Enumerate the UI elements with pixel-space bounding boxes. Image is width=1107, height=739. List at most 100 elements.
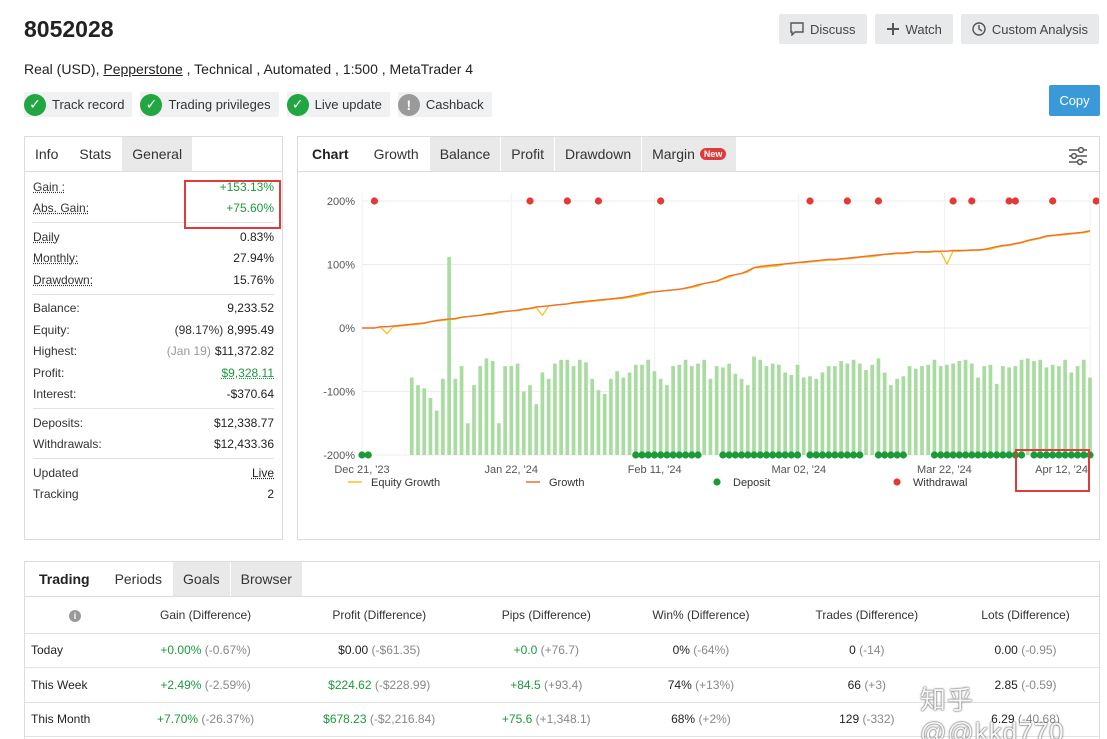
profit-cell: $0.00 (-$61.35) [286, 633, 473, 668]
bar [1007, 367, 1011, 455]
info-icon[interactable]: i [69, 609, 81, 622]
deposit-point [961, 451, 970, 459]
deposit-point [657, 451, 665, 459]
profit-value[interactable]: $9,328.11 [221, 365, 275, 380]
discuss-button[interactable]: Discuss [779, 14, 867, 44]
deposit-point [825, 451, 833, 459]
deposit-point [937, 451, 945, 459]
gain-diff: (-0.67%) [204, 643, 251, 658]
bar [428, 397, 433, 455]
tracking-value: 2 [267, 487, 274, 502]
discuss-label: Discuss [810, 21, 856, 37]
win-cell: 68% (+2%) [620, 702, 782, 737]
bar [920, 366, 924, 455]
settings-sliders-icon[interactable] [1067, 146, 1089, 166]
deposit-point [756, 451, 764, 459]
deposit-point [762, 451, 771, 459]
deposit-point [787, 451, 795, 459]
custom-analysis-label: Custom Analysis [991, 21, 1088, 37]
broker-link[interactable]: Pepperstone [103, 61, 183, 77]
tab-chart[interactable]: Chart [298, 137, 364, 171]
pips-cell: +75.6 (+1,348.1) [472, 702, 621, 737]
daily-label: Daily [33, 229, 60, 244]
tab-general[interactable]: General [122, 137, 194, 171]
col-win: Win% (Difference) [620, 597, 782, 634]
deposit-point [1030, 451, 1038, 459]
deposit-point [1017, 451, 1026, 459]
deposit-point [949, 451, 957, 459]
deposit-point [856, 451, 864, 459]
tab-goals[interactable]: Goals [173, 562, 231, 596]
pips-value: +0.0 [513, 643, 538, 658]
win-diff: (-64%) [693, 643, 730, 658]
deposit-point [874, 451, 883, 459]
bar [758, 359, 763, 455]
withdrawal-point [1092, 197, 1099, 205]
tab-drawdown[interactable]: Drawdown [554, 137, 643, 171]
profit-value: $224.62 [328, 677, 372, 692]
tab-stats[interactable]: Stats [69, 137, 123, 171]
pips-diff: (+93.4) [543, 677, 583, 692]
watch-button[interactable]: Watch [874, 14, 953, 44]
badge-label: Live update [314, 97, 382, 112]
copy-button[interactable]: Copy [1049, 85, 1100, 116]
withdrawal-point [657, 197, 665, 205]
tab-profit[interactable]: Profit [501, 137, 555, 171]
balance-label: Balance: [33, 301, 80, 316]
bar [814, 378, 819, 455]
tab-balance[interactable]: Balance [429, 137, 502, 171]
trades-cell: 129 (-332) [781, 702, 953, 737]
bar [901, 376, 906, 455]
bar [988, 364, 993, 455]
deposit-point [980, 451, 988, 459]
custom-analysis-button[interactable]: Custom Analysis [960, 14, 1099, 44]
gain-value: +7.70% [157, 712, 199, 727]
lots-diff: (-0.95) [1021, 643, 1057, 658]
periods-panel: Trading Periods Goals Browser i Gain (Di… [24, 561, 1100, 739]
deposit-point [818, 451, 827, 459]
updated-value[interactable]: Live [251, 465, 274, 480]
bar [422, 388, 427, 455]
tab-browser[interactable]: Browser [230, 562, 303, 596]
bar [801, 377, 806, 455]
profit-value: $678.23 [323, 712, 367, 727]
bar [907, 366, 912, 455]
bar [702, 359, 707, 455]
pips-value: +84.5 [510, 677, 541, 692]
withdrawal-point [1011, 197, 1019, 205]
deposit-point [881, 451, 889, 459]
deposit-point [893, 451, 901, 459]
withdrawal-point [1049, 197, 1057, 205]
badge-trading-privileges: ✓ Trading privileges [140, 92, 279, 117]
chart-tabs: Chart Growth Balance Profit Drawdown Mar… [298, 137, 1099, 172]
deposit-point [806, 451, 814, 459]
bar [1019, 359, 1024, 455]
tab-periods[interactable]: Periods [104, 562, 174, 596]
tab-growth[interactable]: Growth [363, 137, 430, 171]
bar [671, 366, 675, 455]
tab-margin[interactable]: Margin New [642, 137, 738, 171]
deposit-point [358, 451, 366, 459]
tab-info[interactable]: Info [25, 137, 70, 171]
deposit-point [843, 451, 851, 459]
pips-value: +75.6 [501, 712, 533, 727]
x-tick-label: Jan 22, '24 [484, 464, 537, 476]
bar [633, 364, 638, 455]
bar [621, 377, 626, 455]
deposit-point [688, 451, 696, 459]
table-row: This Month +7.70% (-26.37%) $678.23 (-$2… [25, 702, 1099, 737]
status-badges: ✓ Track record ✓ Trading privileges ✓ Live … [24, 92, 492, 117]
withdrawal-point [370, 197, 379, 205]
legend-deposit-swatch [713, 478, 721, 486]
bar [571, 366, 576, 455]
deposit-point [999, 451, 1007, 459]
deposit-point [1061, 451, 1069, 459]
tab-trading[interactable]: Trading [25, 562, 105, 596]
bar [472, 385, 476, 455]
comment-icon [790, 22, 804, 36]
bar [528, 385, 532, 455]
badge-cashback: ! Cashback [397, 92, 492, 117]
bar [752, 356, 756, 455]
bar [721, 367, 725, 455]
bar [1063, 359, 1067, 455]
